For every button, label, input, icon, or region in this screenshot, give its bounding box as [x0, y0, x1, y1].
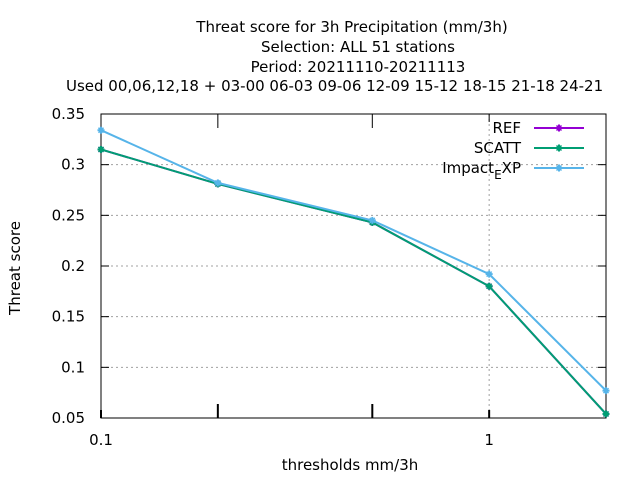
y-tick-label: 0.2 — [61, 257, 85, 275]
grid — [101, 114, 606, 418]
legend-label: REF — [492, 119, 521, 137]
data-point — [485, 282, 493, 290]
legend-entry: SCATT — [474, 139, 584, 157]
data-point — [214, 179, 222, 187]
y-axis-label: Threat score — [6, 221, 24, 316]
series-line-scatt — [100, 148, 607, 415]
axis-ticks: 0.050.10.150.20.250.30.350.1 1 — [52, 105, 606, 449]
plot-frame — [100, 113, 607, 419]
legend-entry: REF — [492, 119, 584, 137]
series-line-ref — [100, 148, 607, 415]
legend: REF SCATT ImpactEXP — [442, 119, 584, 182]
data-point — [602, 410, 610, 418]
data-point — [485, 270, 493, 278]
title-line-3: Period: 20211110-20211113 — [251, 58, 466, 76]
title-line-1: Threat score for 3h Precipitation (mm/3h… — [195, 18, 507, 36]
y-tick-label: 0.05 — [52, 409, 85, 427]
legend-entry: ImpactEXP — [442, 159, 584, 182]
x-tick-label: 1 — [484, 431, 494, 449]
y-tick-label: 0.3 — [61, 156, 85, 174]
y-tick-label: 0.25 — [52, 206, 85, 224]
data-point — [97, 145, 105, 153]
x-tick-label: 0.1 — [89, 431, 113, 449]
series — [97, 126, 610, 418]
y-tick-label: 0.15 — [52, 308, 85, 326]
data-point — [97, 126, 105, 134]
y-tick-label: 0.35 — [52, 105, 85, 123]
title-line-4: Used 00,06,12,18 + 03-00 06-03 09-06 12-… — [66, 77, 603, 95]
chart-title: Threat score for 3h Precipitation (mm/3h… — [66, 18, 603, 95]
data-point — [368, 216, 376, 224]
y-tick-label: 0.1 — [61, 358, 85, 376]
data-point — [602, 387, 610, 395]
title-line-2: Selection: ALL 51 stations — [261, 38, 455, 56]
legend-label: ImpactEXP — [442, 159, 521, 182]
legend-label: SCATT — [474, 139, 522, 157]
x-axis-label: thresholds mm/3h — [282, 456, 419, 474]
series-line-impact — [100, 129, 607, 392]
